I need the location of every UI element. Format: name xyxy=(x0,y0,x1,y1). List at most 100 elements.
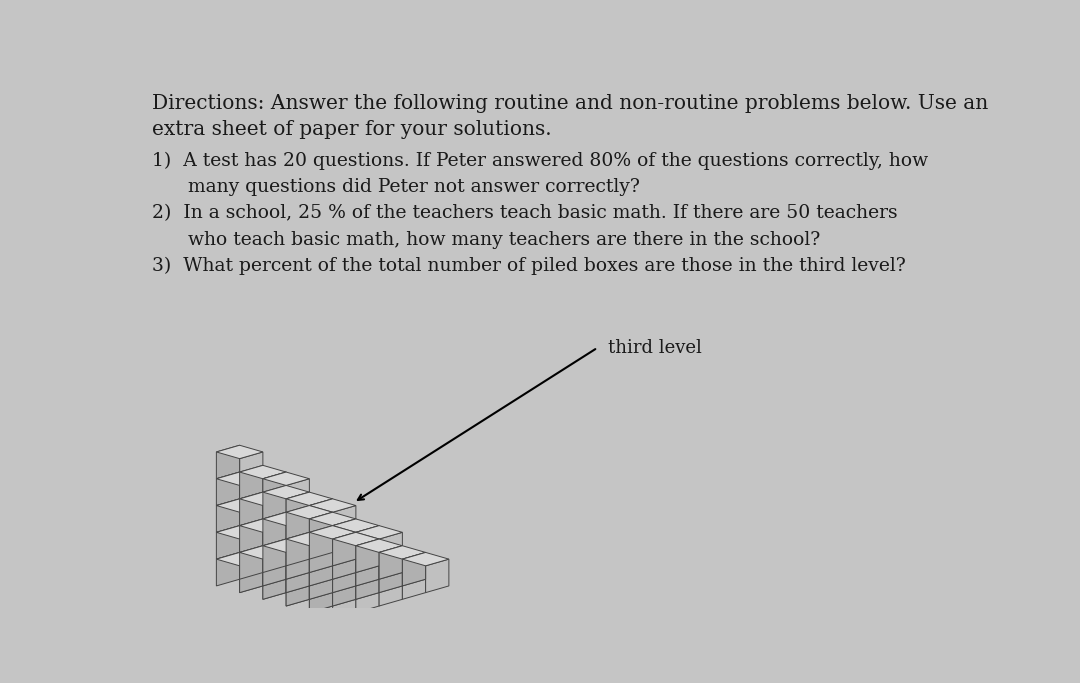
Polygon shape xyxy=(333,586,356,619)
Polygon shape xyxy=(333,546,356,579)
Polygon shape xyxy=(286,519,333,532)
Polygon shape xyxy=(286,479,309,512)
Polygon shape xyxy=(333,505,356,539)
Polygon shape xyxy=(379,559,426,572)
Polygon shape xyxy=(333,572,356,606)
Polygon shape xyxy=(240,559,262,593)
Polygon shape xyxy=(240,559,262,593)
Polygon shape xyxy=(240,532,262,566)
Polygon shape xyxy=(333,519,356,553)
Polygon shape xyxy=(262,566,309,579)
Polygon shape xyxy=(240,479,286,492)
Polygon shape xyxy=(309,579,356,593)
Polygon shape xyxy=(356,526,403,539)
Polygon shape xyxy=(286,546,309,579)
Polygon shape xyxy=(216,553,262,566)
Text: 2)  In a school, 25 % of the teachers teach basic math. If there are 50 teachers: 2) In a school, 25 % of the teachers tea… xyxy=(152,204,897,223)
Polygon shape xyxy=(262,472,309,486)
Polygon shape xyxy=(286,546,309,579)
Polygon shape xyxy=(309,526,333,559)
Polygon shape xyxy=(379,532,403,566)
Polygon shape xyxy=(309,566,356,579)
Polygon shape xyxy=(309,512,333,546)
Polygon shape xyxy=(333,532,356,566)
Polygon shape xyxy=(333,572,379,586)
Polygon shape xyxy=(309,553,356,566)
Polygon shape xyxy=(262,512,309,526)
Polygon shape xyxy=(286,519,309,553)
Polygon shape xyxy=(216,445,262,459)
Polygon shape xyxy=(240,505,286,519)
Polygon shape xyxy=(286,532,309,566)
Polygon shape xyxy=(333,519,356,553)
Polygon shape xyxy=(309,539,356,553)
Polygon shape xyxy=(356,566,379,599)
Polygon shape xyxy=(309,499,333,532)
Polygon shape xyxy=(333,532,379,546)
Polygon shape xyxy=(240,492,286,505)
Polygon shape xyxy=(262,499,309,512)
Polygon shape xyxy=(240,559,286,572)
Polygon shape xyxy=(309,526,333,559)
Text: 1)  A test has 20 questions. If Peter answered 80% of the questions correctly, h: 1) A test has 20 questions. If Peter ans… xyxy=(152,152,928,170)
Polygon shape xyxy=(262,512,286,546)
Polygon shape xyxy=(333,559,356,593)
Polygon shape xyxy=(426,559,449,593)
Polygon shape xyxy=(309,539,356,553)
Polygon shape xyxy=(286,532,309,566)
Polygon shape xyxy=(262,472,286,505)
Polygon shape xyxy=(262,539,309,553)
Polygon shape xyxy=(286,546,309,579)
Polygon shape xyxy=(286,546,333,559)
Polygon shape xyxy=(286,546,309,579)
Polygon shape xyxy=(356,566,379,599)
Polygon shape xyxy=(286,532,333,546)
Polygon shape xyxy=(286,505,333,519)
Polygon shape xyxy=(262,566,286,599)
Polygon shape xyxy=(309,539,333,572)
Polygon shape xyxy=(333,559,379,572)
Text: third level: third level xyxy=(608,339,702,357)
Polygon shape xyxy=(216,499,240,532)
Polygon shape xyxy=(240,546,286,559)
Polygon shape xyxy=(379,546,403,579)
Polygon shape xyxy=(240,505,262,539)
Polygon shape xyxy=(379,559,403,593)
Polygon shape xyxy=(286,519,309,553)
Polygon shape xyxy=(333,532,356,566)
Polygon shape xyxy=(262,553,286,586)
Polygon shape xyxy=(240,546,262,579)
Polygon shape xyxy=(262,539,286,572)
Polygon shape xyxy=(286,505,309,539)
Polygon shape xyxy=(286,492,309,526)
Polygon shape xyxy=(333,546,379,559)
Polygon shape xyxy=(309,566,333,599)
Polygon shape xyxy=(262,499,286,532)
Polygon shape xyxy=(356,579,379,613)
Polygon shape xyxy=(286,492,333,505)
Polygon shape xyxy=(333,532,356,566)
Text: extra sheet of paper for your solutions.: extra sheet of paper for your solutions. xyxy=(152,120,552,139)
Polygon shape xyxy=(309,499,333,532)
Polygon shape xyxy=(262,472,286,505)
Polygon shape xyxy=(309,499,356,512)
Polygon shape xyxy=(216,445,240,479)
Polygon shape xyxy=(333,572,356,606)
Polygon shape xyxy=(240,479,262,512)
Polygon shape xyxy=(262,566,286,599)
Polygon shape xyxy=(379,546,403,579)
Polygon shape xyxy=(379,546,426,559)
Polygon shape xyxy=(286,532,309,566)
Polygon shape xyxy=(262,512,309,526)
Polygon shape xyxy=(286,559,309,593)
Polygon shape xyxy=(286,505,309,539)
Polygon shape xyxy=(262,512,286,546)
Polygon shape xyxy=(262,486,286,519)
Text: Directions: Answer the following routine and non-routine problems below. Use an: Directions: Answer the following routine… xyxy=(152,94,988,113)
Polygon shape xyxy=(356,526,379,559)
Polygon shape xyxy=(356,539,379,572)
Polygon shape xyxy=(262,526,286,559)
Polygon shape xyxy=(262,539,286,572)
Polygon shape xyxy=(379,572,403,606)
Polygon shape xyxy=(262,526,286,559)
